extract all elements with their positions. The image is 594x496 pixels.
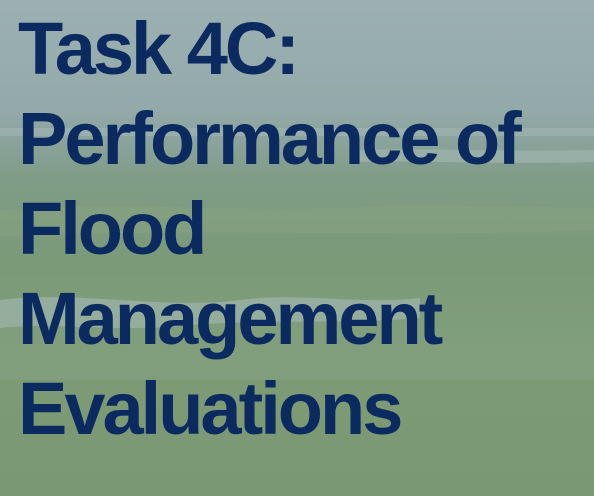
title-line: Evaluations [18, 364, 519, 454]
slide-title: Task 4C: Performance of Flood Management… [18, 4, 519, 454]
title-line: Management [18, 274, 519, 364]
title-line: Flood [18, 184, 519, 274]
title-line: Task 4C: [18, 4, 519, 94]
title-line: Performance of [18, 94, 519, 184]
slide: Task 4C: Performance of Flood Management… [0, 0, 594, 496]
